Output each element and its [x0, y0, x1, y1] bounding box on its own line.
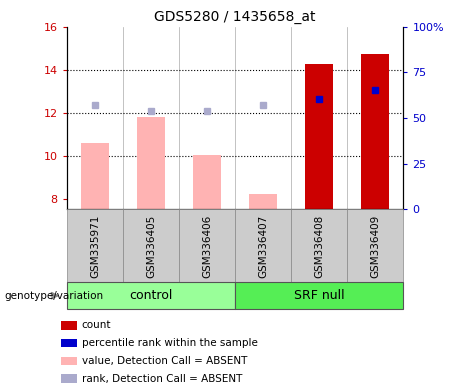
Bar [67, 209, 123, 282]
Bar [61, 321, 77, 329]
Bar [61, 339, 77, 348]
Bar [81, 143, 109, 209]
Bar [235, 209, 291, 282]
Text: GSM336406: GSM336406 [202, 215, 212, 278]
Text: rank, Detection Call = ABSENT: rank, Detection Call = ABSENT [82, 374, 242, 384]
Text: GSM336405: GSM336405 [146, 215, 156, 278]
Bar [179, 209, 235, 282]
Bar [61, 374, 77, 383]
Bar [137, 117, 165, 209]
Text: percentile rank within the sample: percentile rank within the sample [82, 338, 258, 348]
Bar [235, 282, 403, 309]
Bar [249, 194, 277, 209]
Text: GSM336407: GSM336407 [258, 215, 268, 278]
Bar [361, 54, 390, 209]
Text: GSM336408: GSM336408 [314, 215, 324, 278]
Bar [61, 357, 77, 365]
Bar [67, 282, 235, 309]
Text: GSM335971: GSM335971 [90, 215, 100, 278]
Bar [193, 154, 221, 209]
Text: SRF null: SRF null [294, 289, 344, 302]
Text: count: count [82, 320, 111, 330]
Text: genotype/variation: genotype/variation [5, 291, 104, 301]
Bar [347, 209, 403, 282]
Bar [305, 65, 333, 209]
Text: control: control [129, 289, 173, 302]
Title: GDS5280 / 1435658_at: GDS5280 / 1435658_at [154, 10, 316, 25]
Text: GSM336409: GSM336409 [370, 215, 380, 278]
Bar [123, 209, 179, 282]
Bar [291, 209, 347, 282]
Text: value, Detection Call = ABSENT: value, Detection Call = ABSENT [82, 356, 247, 366]
